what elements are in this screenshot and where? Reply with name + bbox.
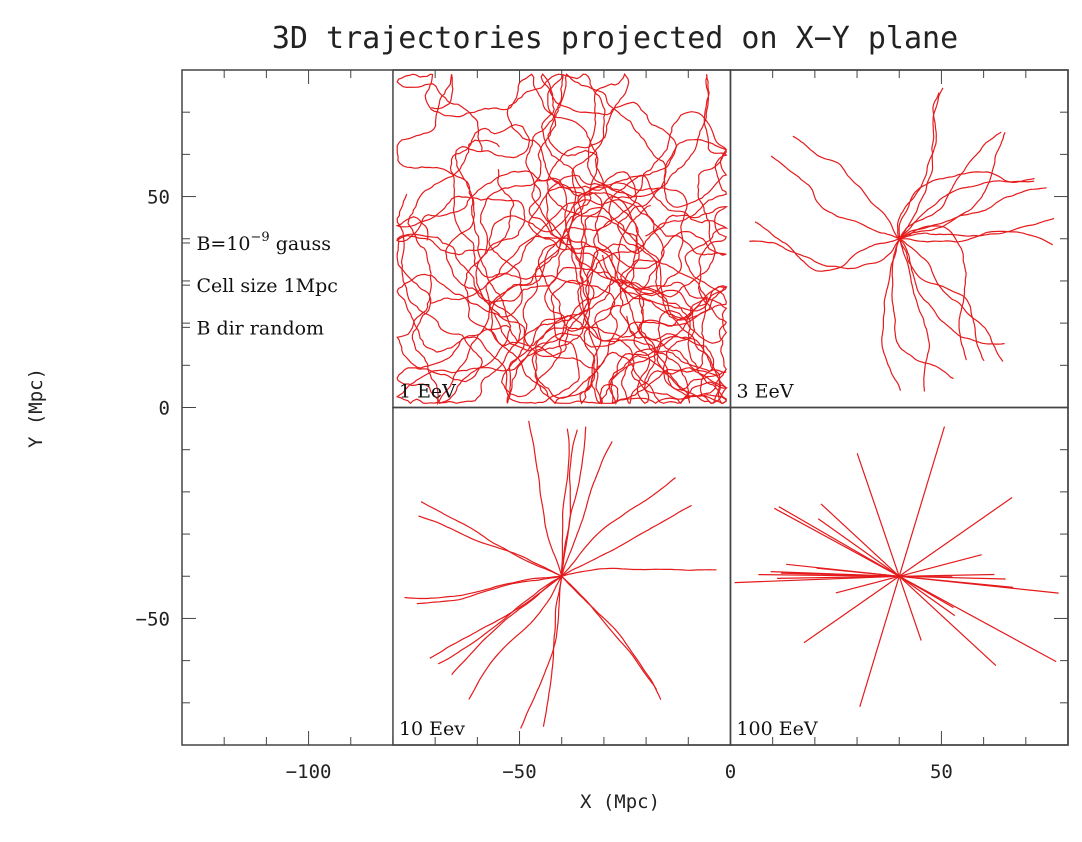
y-tick-label: 0 <box>159 398 170 420</box>
trajectory-line <box>418 515 562 577</box>
trajectory-line <box>561 567 717 577</box>
x-tick-label: −50 <box>502 761 536 783</box>
trajectory-line <box>898 131 1002 240</box>
trajectory-line <box>792 135 900 240</box>
trajectory-line <box>881 238 902 391</box>
trajectory-line <box>416 575 562 605</box>
trajectory-line <box>437 575 563 665</box>
trajectory-line <box>898 238 985 362</box>
x-tick-label: 50 <box>930 761 953 783</box>
trajectory-line <box>561 429 578 577</box>
tick-labels: −100 −50 0 50 50 0 −50 <box>136 187 953 783</box>
trajectory-line <box>898 87 944 240</box>
y-tick-label: −50 <box>136 608 170 630</box>
panel-label: 100 EeV <box>736 718 817 740</box>
x-tick-label: 0 <box>725 761 736 783</box>
annotations: B=10−9 gauss Cell size 1Mpc B dir random <box>182 230 338 339</box>
trajectory-line <box>770 155 900 240</box>
trajectory-line <box>561 575 658 690</box>
trajectory-line <box>898 171 1035 239</box>
trajectory-line <box>396 73 639 405</box>
trajectory-line <box>898 217 1055 240</box>
trajectory-line <box>395 74 645 405</box>
trajectory-line <box>561 504 692 577</box>
trajectory-line <box>898 238 1004 362</box>
panel-label: 3 EeV <box>736 381 793 403</box>
trajectory-line <box>404 575 562 600</box>
trajectory-line <box>528 420 563 577</box>
trajectory-line <box>520 576 563 729</box>
y-axis-label: Y (Mpc) <box>25 368 47 448</box>
trajectory-line <box>468 575 563 700</box>
trajectory-line <box>485 74 728 406</box>
annotation-text: B=10−9 gauss <box>196 230 331 255</box>
trajectory-line <box>561 477 676 577</box>
trajectory-line <box>859 426 946 707</box>
trajectory-line <box>429 575 563 659</box>
x-tick-label: −100 <box>286 761 332 783</box>
panel-labels: 1 EeV 3 EeV 10 Eev 100 EeV <box>399 381 818 741</box>
trajectory-line <box>898 225 967 361</box>
trajectory-line <box>754 221 900 272</box>
trajectory-line <box>560 428 570 577</box>
trajectory-line <box>820 503 997 667</box>
trajectory-line <box>891 238 954 380</box>
trajectory-line <box>898 238 931 392</box>
trajectory-line <box>561 426 587 577</box>
annotation-text: Cell size 1Mpc <box>196 275 337 297</box>
annotation-text: B dir random <box>196 317 324 339</box>
panel-label: 1 EeV <box>399 381 456 403</box>
x-axis-label: X (Mpc) <box>580 791 660 813</box>
trajectory-line <box>835 554 982 594</box>
trajectory-line <box>407 73 638 406</box>
trajectory-line <box>395 169 729 369</box>
trajectory-line <box>463 73 728 320</box>
trajectory-line <box>429 195 729 405</box>
trajectory-line <box>451 575 563 675</box>
trajectory-line <box>561 575 662 700</box>
plot-frames <box>181 69 1069 746</box>
y-tick-label: 50 <box>147 187 170 209</box>
trajectory-line <box>896 92 940 239</box>
trajectories <box>395 72 1059 729</box>
trajectory-line <box>395 74 665 399</box>
chart-title: 3D trajectories projected on X−Y plane <box>272 21 958 56</box>
trajectory-line <box>506 138 728 405</box>
axis-ticks <box>181 69 1069 746</box>
trajectory-line <box>542 576 563 727</box>
trajectory-line <box>898 132 1006 240</box>
trajectory-line <box>777 573 995 579</box>
trajectory-line <box>561 441 613 577</box>
trajectory-line <box>749 238 900 270</box>
trajectory-line <box>774 507 1057 663</box>
trajectory-line <box>899 230 1053 246</box>
trajectory-line <box>899 187 1047 240</box>
panel-label: 10 Eev <box>399 718 465 740</box>
trajectory-line <box>420 501 562 577</box>
